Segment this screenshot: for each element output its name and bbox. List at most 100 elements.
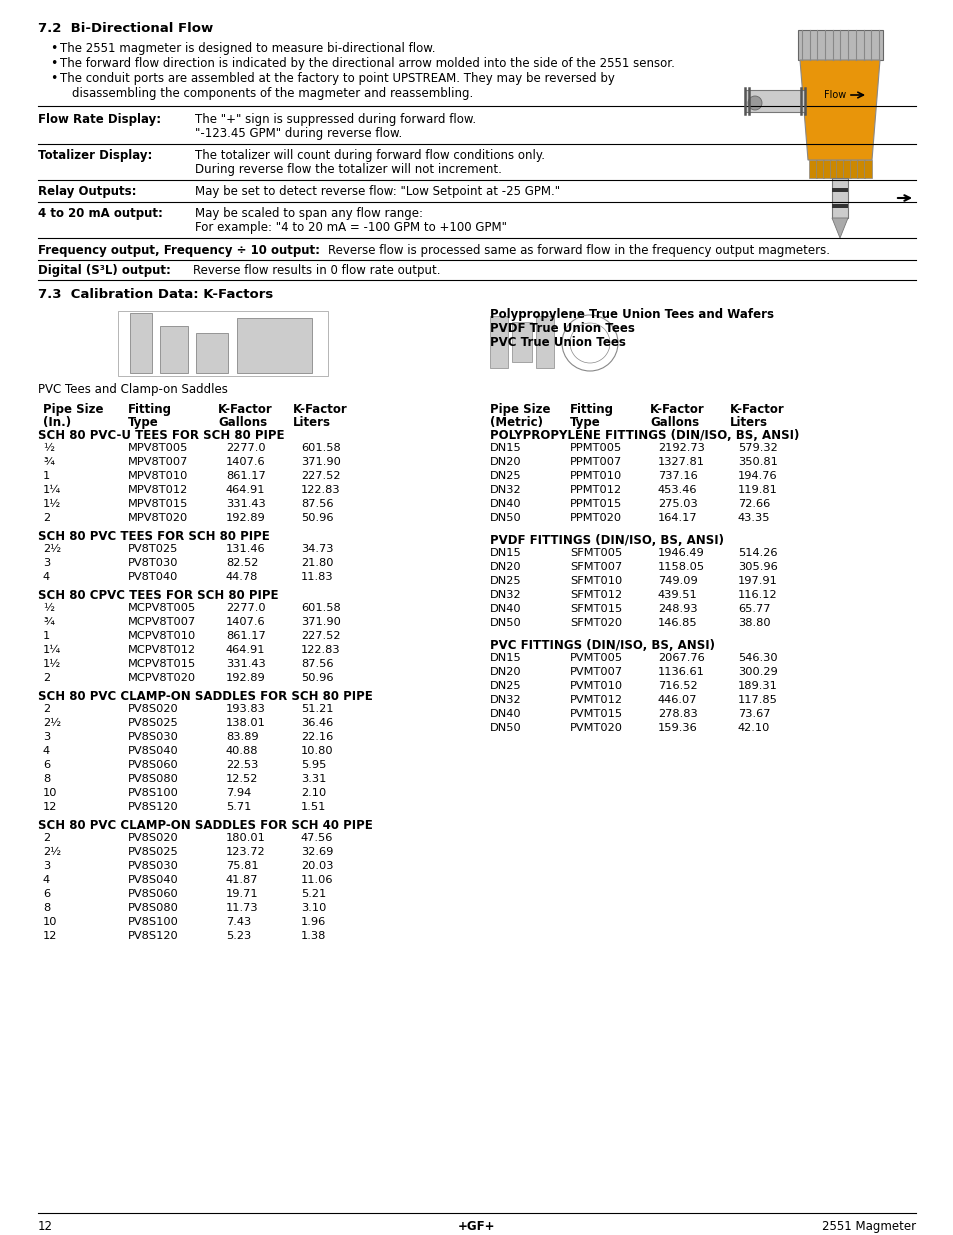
Text: DN50: DN50 xyxy=(490,513,521,522)
Text: 4: 4 xyxy=(43,876,51,885)
Text: DN25: DN25 xyxy=(490,471,521,480)
Text: PV8T025: PV8T025 xyxy=(128,543,178,555)
Text: 331.43: 331.43 xyxy=(226,499,266,509)
Text: 12.52: 12.52 xyxy=(226,774,258,784)
Text: 2½: 2½ xyxy=(43,718,61,727)
Text: SFMT012: SFMT012 xyxy=(569,590,621,600)
Text: 194.76: 194.76 xyxy=(738,471,777,480)
Text: 5.71: 5.71 xyxy=(226,802,251,811)
Bar xyxy=(512,322,532,362)
Bar xyxy=(856,161,864,178)
Bar xyxy=(236,317,312,373)
Text: 10: 10 xyxy=(43,788,57,798)
Text: PVMT005: PVMT005 xyxy=(569,653,622,663)
Text: 10.80: 10.80 xyxy=(301,746,334,756)
Text: 73.67: 73.67 xyxy=(738,709,770,719)
Text: K-Factor: K-Factor xyxy=(293,403,348,416)
Text: K-Factor: K-Factor xyxy=(218,403,273,416)
Text: SFMT020: SFMT020 xyxy=(569,618,621,629)
Text: 1.51: 1.51 xyxy=(301,802,326,811)
Bar xyxy=(130,312,152,373)
Text: 601.58: 601.58 xyxy=(301,603,340,613)
Text: MPV8T007: MPV8T007 xyxy=(128,457,188,467)
Text: 11.83: 11.83 xyxy=(301,572,334,582)
Text: 38.80: 38.80 xyxy=(738,618,770,629)
Text: PV8S080: PV8S080 xyxy=(128,774,179,784)
Text: 7.43: 7.43 xyxy=(226,918,251,927)
Text: PV8T040: PV8T040 xyxy=(128,572,178,582)
Text: 10: 10 xyxy=(43,918,57,927)
Text: MPV8T015: MPV8T015 xyxy=(128,499,188,509)
Text: 11.73: 11.73 xyxy=(226,903,258,913)
Text: 51.21: 51.21 xyxy=(301,704,334,714)
Text: 1136.61: 1136.61 xyxy=(658,667,704,677)
Text: PVMT012: PVMT012 xyxy=(569,695,622,705)
Text: (In.): (In.) xyxy=(43,416,71,429)
Text: 50.96: 50.96 xyxy=(301,673,334,683)
Text: SFMT015: SFMT015 xyxy=(569,604,621,614)
Text: PV8S020: PV8S020 xyxy=(128,832,178,844)
Text: 716.52: 716.52 xyxy=(658,680,697,692)
Polygon shape xyxy=(800,61,879,161)
Text: 275.03: 275.03 xyxy=(658,499,697,509)
Text: 189.31: 189.31 xyxy=(738,680,777,692)
Text: 7.3  Calibration Data: K-Factors: 7.3 Calibration Data: K-Factors xyxy=(38,288,273,301)
Text: DN15: DN15 xyxy=(490,653,521,663)
Text: PVC Tees and Clamp-on Saddles: PVC Tees and Clamp-on Saddles xyxy=(38,383,228,396)
Text: (Metric): (Metric) xyxy=(490,416,542,429)
Text: 4: 4 xyxy=(43,746,51,756)
Bar xyxy=(490,316,507,368)
Text: •: • xyxy=(50,72,57,85)
Text: DN15: DN15 xyxy=(490,548,521,558)
Text: 2: 2 xyxy=(43,673,51,683)
Text: Flow Rate Display:: Flow Rate Display: xyxy=(38,112,161,126)
Circle shape xyxy=(747,96,761,110)
Bar xyxy=(744,90,804,112)
Text: 464.91: 464.91 xyxy=(226,485,265,495)
Text: ¾: ¾ xyxy=(43,618,54,627)
Text: MCPV8T020: MCPV8T020 xyxy=(128,673,196,683)
Text: 7.2  Bi-Directional Flow: 7.2 Bi-Directional Flow xyxy=(38,22,213,35)
Text: 123.72: 123.72 xyxy=(226,847,265,857)
Text: PVMT007: PVMT007 xyxy=(569,667,622,677)
Text: PVDF True Union Tees: PVDF True Union Tees xyxy=(490,322,634,335)
Text: Pipe Size: Pipe Size xyxy=(490,403,550,416)
Text: DN25: DN25 xyxy=(490,576,521,585)
Text: 579.32: 579.32 xyxy=(738,443,777,453)
Text: ½: ½ xyxy=(43,443,54,453)
Bar xyxy=(842,161,850,178)
Text: •: • xyxy=(50,42,57,56)
Text: SCH 80 CPVC TEES FOR SCH 80 PIPE: SCH 80 CPVC TEES FOR SCH 80 PIPE xyxy=(38,589,278,601)
Text: PPMT007: PPMT007 xyxy=(569,457,621,467)
Text: 546.30: 546.30 xyxy=(738,653,777,663)
Text: 300.29: 300.29 xyxy=(738,667,777,677)
Text: 371.90: 371.90 xyxy=(301,457,340,467)
Text: PVDF FITTINGS (DIN/ISO, BS, ANSI): PVDF FITTINGS (DIN/ISO, BS, ANSI) xyxy=(490,534,723,547)
Text: 122.83: 122.83 xyxy=(301,485,340,495)
Text: 861.17: 861.17 xyxy=(226,631,266,641)
Text: 19.71: 19.71 xyxy=(226,889,258,899)
Text: PV8S080: PV8S080 xyxy=(128,903,179,913)
Text: 3.10: 3.10 xyxy=(301,903,326,913)
Text: 2067.76: 2067.76 xyxy=(658,653,704,663)
Text: 5.21: 5.21 xyxy=(301,889,326,899)
Text: Relay Outputs:: Relay Outputs: xyxy=(38,185,136,198)
Text: DN40: DN40 xyxy=(490,709,521,719)
Text: 2: 2 xyxy=(43,704,51,714)
Text: 2192.73: 2192.73 xyxy=(658,443,704,453)
Text: PPMT010: PPMT010 xyxy=(569,471,621,480)
Text: PPMT020: PPMT020 xyxy=(569,513,621,522)
Text: 4 to 20 mA output:: 4 to 20 mA output: xyxy=(38,207,163,220)
Text: Gallons: Gallons xyxy=(218,416,267,429)
Text: 1946.49: 1946.49 xyxy=(658,548,704,558)
Text: Fitting: Fitting xyxy=(128,403,172,416)
Text: 42.10: 42.10 xyxy=(738,722,770,734)
Text: Frequency output, Frequency ÷ 10 output:: Frequency output, Frequency ÷ 10 output: xyxy=(38,245,319,257)
Text: May be scaled to span any flow range:: May be scaled to span any flow range: xyxy=(194,207,422,220)
Text: Totalizer Display:: Totalizer Display: xyxy=(38,149,152,162)
Text: May be set to detect reverse flow: "Low Setpoint at -25 GPM.": May be set to detect reverse flow: "Low … xyxy=(194,185,559,198)
Text: 227.52: 227.52 xyxy=(301,471,340,480)
Text: 1½: 1½ xyxy=(43,659,61,669)
Text: MCPV8T015: MCPV8T015 xyxy=(128,659,196,669)
Bar xyxy=(836,161,843,178)
